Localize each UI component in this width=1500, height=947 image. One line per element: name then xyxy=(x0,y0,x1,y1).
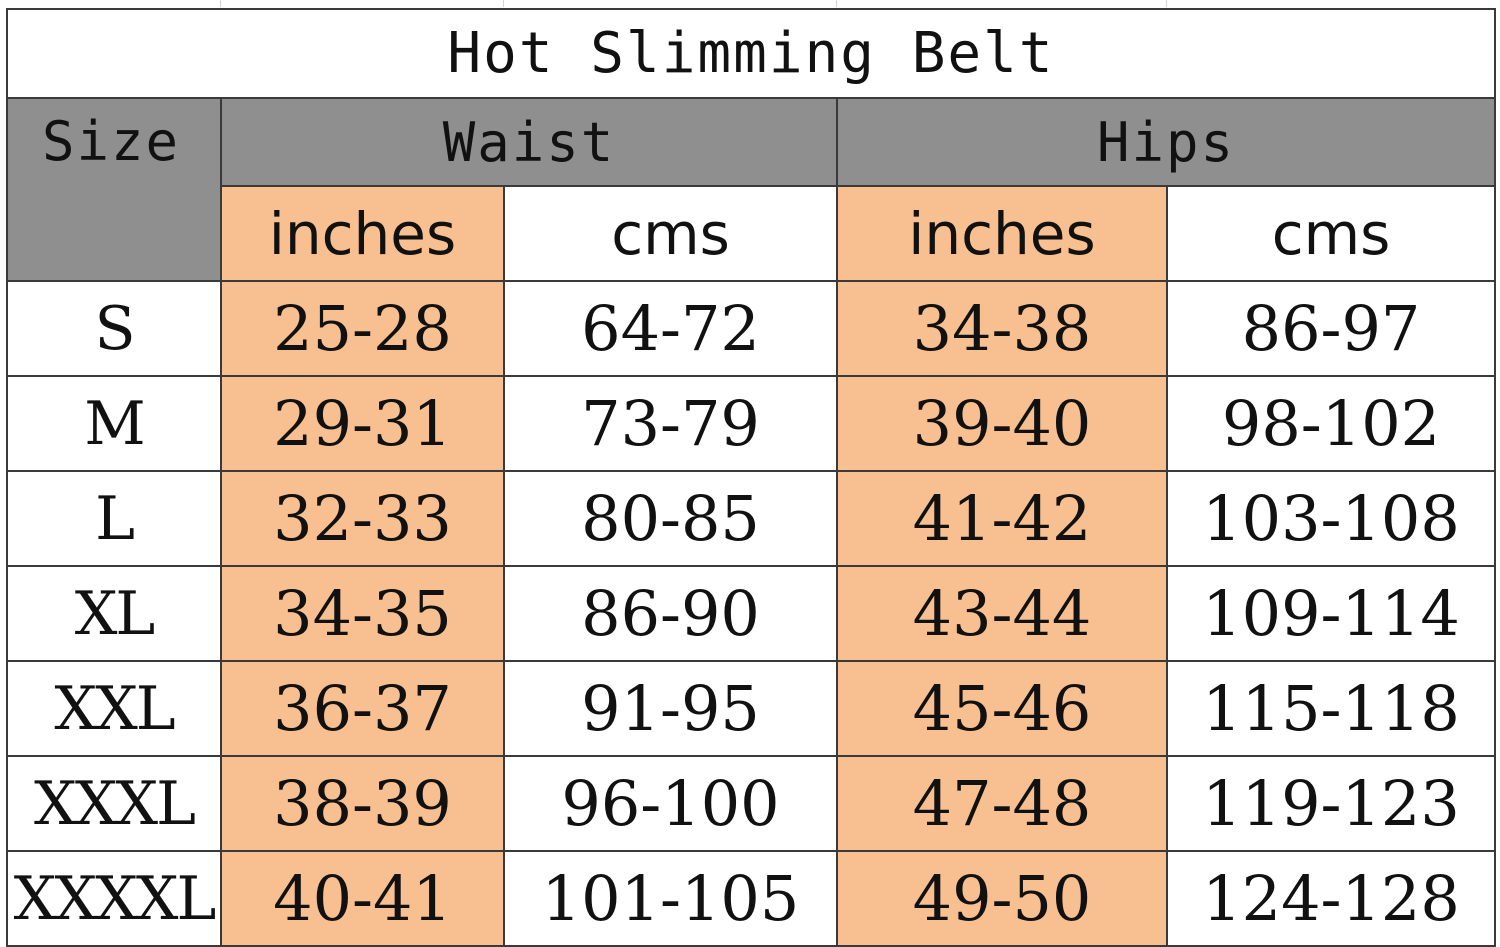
waist-cms-cell: 91-95 xyxy=(503,660,838,757)
group-header-row: Size Waist Hips xyxy=(6,97,1497,282)
hips-cms-cell: 103-108 xyxy=(1165,470,1497,567)
chart-title: Hot Slimming Belt xyxy=(5,8,1497,99)
unit-header-row: inches cms inches cms xyxy=(7,185,1497,282)
column-tick xyxy=(503,0,504,7)
size-label: XL xyxy=(6,565,222,662)
table-row: XXXL 38-39 96-100 47-48 119-123 xyxy=(6,755,1497,852)
size-label: XXL xyxy=(6,660,222,757)
waist-cms-cell: 64-72 xyxy=(503,280,838,377)
table-row: XXXXL 40-41 101-105 49-50 124-128 xyxy=(6,850,1497,947)
size-chart-sheet: Hot Slimming Belt Size Waist Hips inches… xyxy=(5,8,1497,947)
waist-inches-cell: 36-37 xyxy=(220,660,505,757)
table-row: XXL 36-37 91-95 45-46 115-118 xyxy=(6,660,1497,757)
waist-cms-cell: 96-100 xyxy=(503,755,838,852)
column-tick xyxy=(220,0,221,7)
sheet-top-strip xyxy=(0,0,1500,8)
waist-inches-header: inches xyxy=(220,185,505,282)
column-tick xyxy=(836,0,837,7)
hips-inches-cell: 43-44 xyxy=(836,565,1168,662)
hips-inches-cell: 49-50 xyxy=(836,850,1168,947)
size-header-cell: Size xyxy=(6,97,222,282)
waist-cms-header: cms xyxy=(503,185,838,282)
hips-cms-cell: 98-102 xyxy=(1165,375,1497,472)
hips-inches-cell: 45-46 xyxy=(836,660,1168,757)
hips-inches-cell: 34-38 xyxy=(836,280,1168,377)
size-chart-table: Hot Slimming Belt Size Waist Hips inches… xyxy=(5,8,1497,947)
hips-header: Hips xyxy=(835,97,1497,187)
table-row: XL 34-35 86-90 43-44 109-114 xyxy=(6,565,1497,662)
table-row: L 32-33 80-85 41-42 103-108 xyxy=(6,470,1497,567)
size-header: Size xyxy=(9,100,219,185)
column-tick xyxy=(1166,0,1167,7)
waist-inches-cell: 34-35 xyxy=(220,565,505,662)
table-row: M 29-31 73-79 39-40 98-102 xyxy=(6,375,1497,472)
title-row: Hot Slimming Belt xyxy=(5,8,1497,99)
waist-cms-cell: 101-105 xyxy=(503,850,838,947)
waist-inches-cell: 25-28 xyxy=(220,280,505,377)
hips-cms-cell: 115-118 xyxy=(1165,660,1497,757)
size-label: L xyxy=(6,470,222,567)
hips-inches-cell: 39-40 xyxy=(836,375,1168,472)
hips-cms-cell: 124-128 xyxy=(1165,850,1497,947)
waist-header: Waist xyxy=(220,97,838,187)
size-label: M xyxy=(6,375,222,472)
waist-cms-cell: 86-90 xyxy=(503,565,838,662)
size-label: S xyxy=(6,280,222,377)
hips-cms-cell: 119-123 xyxy=(1165,755,1497,852)
waist-inches-cell: 32-33 xyxy=(220,470,505,567)
size-label: XXXXL xyxy=(6,850,222,947)
waist-inches-cell: 29-31 xyxy=(220,375,505,472)
hips-inches-header: inches xyxy=(836,185,1168,282)
waist-cms-cell: 80-85 xyxy=(503,470,838,567)
hips-inches-cell: 41-42 xyxy=(836,470,1168,567)
hips-inches-cell: 47-48 xyxy=(836,755,1168,852)
hips-cms-cell: 109-114 xyxy=(1165,565,1497,662)
waist-inches-cell: 38-39 xyxy=(220,755,505,852)
size-label: XXXL xyxy=(6,755,222,852)
waist-inches-cell: 40-41 xyxy=(220,850,505,947)
hips-cms-cell: 86-97 xyxy=(1165,280,1497,377)
table-row: S 25-28 64-72 34-38 86-97 xyxy=(6,280,1497,377)
waist-cms-cell: 73-79 xyxy=(503,375,838,472)
hips-cms-header: cms xyxy=(1165,185,1497,282)
